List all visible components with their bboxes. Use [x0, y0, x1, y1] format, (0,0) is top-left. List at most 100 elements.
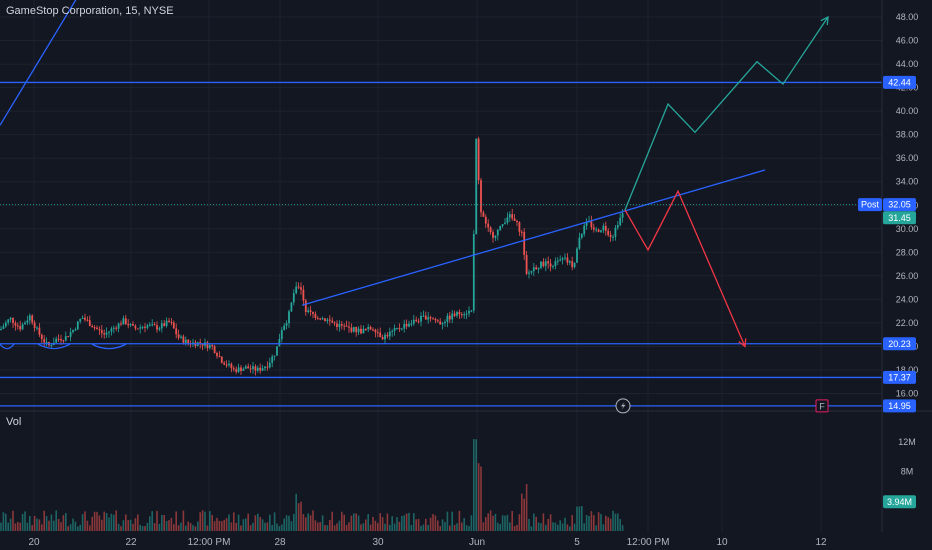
candle-body: [38, 327, 41, 335]
volume-bar: [302, 514, 305, 531]
projection-paths[interactable]: [624, 15, 829, 348]
candle-body: [381, 337, 384, 340]
volume-bar: [429, 517, 432, 531]
volume-bar: [223, 519, 225, 531]
candle-body: [168, 320, 170, 322]
volume-bar: [288, 515, 290, 531]
candles: [0, 136, 624, 376]
volume-bar: [398, 521, 401, 531]
candle-body: [393, 328, 396, 331]
candle-body: [309, 310, 312, 312]
volume-bar: [499, 524, 501, 531]
volume-bar: [545, 524, 547, 531]
candle-body: [67, 336, 70, 338]
green-arrowhead: [820, 15, 829, 26]
volume-bar: [38, 519, 41, 531]
green-projection-path[interactable]: [624, 16, 829, 211]
candle-body: [160, 323, 163, 329]
volume-bar: [343, 514, 345, 531]
candle-body: [616, 225, 619, 228]
volume-bar: [573, 523, 576, 531]
candle-body: [403, 323, 406, 329]
candle-body: [139, 327, 142, 329]
candle-body: [120, 323, 122, 325]
candle-body: [247, 366, 250, 369]
candle-body: [79, 318, 82, 322]
candle-body: [12, 317, 14, 323]
candle-body: [297, 286, 300, 288]
candle-body: [16, 325, 19, 327]
volume-bar: [353, 513, 355, 531]
volume-bar: [312, 510, 314, 531]
candle-body: [208, 345, 211, 348]
candle-body: [132, 324, 134, 326]
volume-bar: [156, 510, 158, 531]
candle-body: [108, 331, 110, 333]
candle-body: [516, 220, 518, 223]
chart-title[interactable]: GameStop Corporation, 15, NYSE: [6, 5, 174, 17]
candle-body: [36, 327, 38, 329]
upper-left-line[interactable]: [0, 0, 165, 126]
volume-bar: [425, 518, 427, 531]
candle-body: [391, 330, 394, 332]
candle-body: [254, 366, 257, 371]
candle-body: [489, 227, 492, 233]
time-tick-label: 28: [274, 537, 286, 548]
candle-body: [396, 327, 398, 329]
volume-bar: [449, 525, 451, 531]
volume-bar: [513, 526, 516, 531]
post-value: 32.05: [888, 200, 911, 210]
candle-body: [484, 216, 487, 224]
ascending-support[interactable]: [301, 169, 766, 306]
volume-bar: [173, 524, 175, 531]
candle-body: [348, 326, 350, 328]
candle-body: [518, 222, 521, 232]
candle-body: [84, 317, 86, 320]
volume-bar: [552, 522, 554, 531]
swing-low-arc: [91, 343, 127, 350]
candle-body: [252, 366, 254, 369]
volume-bar: [48, 520, 50, 531]
candle-body: [151, 324, 154, 326]
volume-bar: [593, 515, 595, 531]
candle-body: [499, 226, 502, 230]
candle-body: [199, 342, 202, 344]
volume-bar: [233, 512, 235, 531]
volume-bar: [600, 514, 602, 531]
price-tick-label: 28.00: [896, 247, 919, 257]
candle-body: [566, 257, 569, 263]
trendlines[interactable]: [0, 0, 766, 306]
volume-bar: [153, 523, 156, 531]
candle-body: [268, 362, 271, 368]
volume-bar: [43, 510, 45, 531]
time-tick-label: 5: [574, 537, 580, 548]
red-projection-path[interactable]: [624, 189, 746, 347]
volume-bar: [475, 439, 477, 531]
volume-bar: [557, 524, 559, 531]
horizontal-levels[interactable]: [0, 81, 882, 407]
volume-bar: [439, 526, 441, 531]
volume-bar: [487, 513, 489, 531]
volume-bar: [391, 516, 393, 531]
volume-label[interactable]: Vol: [6, 416, 22, 428]
flag-marker[interactable]: [815, 399, 829, 413]
time-axis[interactable]: 20 22 12:00 PM 28 30 Jun 5 12:00 PM 10 12: [28, 537, 827, 548]
candle-body: [69, 332, 72, 337]
candle-body: [501, 224, 504, 227]
last-value-bg: [883, 211, 916, 225]
volume-bar: [314, 520, 317, 531]
volume-bar: [372, 516, 374, 531]
candle-body: [112, 327, 115, 329]
volume-bar: [175, 511, 177, 531]
price-tags: 42.44 20.23 17.37 14.95 Post 32.05 31.45 3.94M: [0, 75, 916, 509]
volume-bar: [583, 523, 585, 531]
volume-bar: [170, 517, 173, 531]
volume-bar: [470, 515, 473, 531]
event-markers[interactable]: F: [615, 398, 829, 414]
volume-bar: [393, 523, 396, 531]
candle-body: [590, 220, 593, 228]
volume-bar: [74, 521, 77, 531]
candle-body: [554, 261, 557, 267]
volume-bar: [230, 522, 233, 531]
